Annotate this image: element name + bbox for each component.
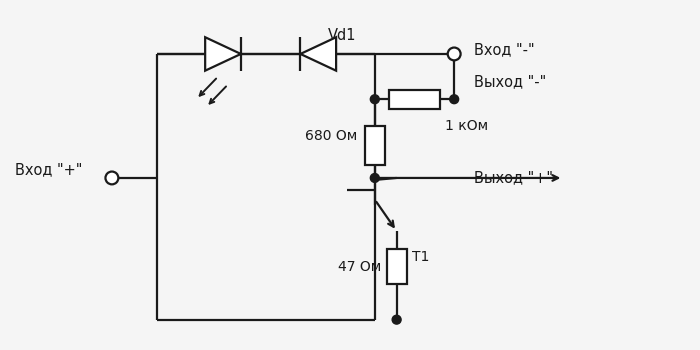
Circle shape [370, 95, 379, 104]
Text: Vd1: Vd1 [328, 28, 357, 43]
Circle shape [449, 95, 459, 104]
Text: Выход "+": Выход "+" [474, 170, 553, 186]
Text: 1 кОм: 1 кОм [445, 119, 489, 133]
Circle shape [106, 172, 118, 184]
Text: Вход "+": Вход "+" [15, 163, 82, 177]
Circle shape [370, 174, 379, 182]
Text: 680 Ом: 680 Ом [304, 129, 357, 143]
Text: 47 Ом: 47 Ом [337, 259, 381, 273]
Bar [389, 90, 440, 108]
Bar [365, 126, 385, 165]
Bar [386, 249, 407, 284]
Text: T1: T1 [412, 250, 430, 264]
Circle shape [448, 48, 461, 60]
Circle shape [392, 315, 401, 324]
Text: Вход "-": Вход "-" [474, 42, 535, 57]
Polygon shape [205, 37, 241, 71]
Text: Выход "-": Выход "-" [474, 74, 546, 89]
Polygon shape [300, 37, 336, 71]
